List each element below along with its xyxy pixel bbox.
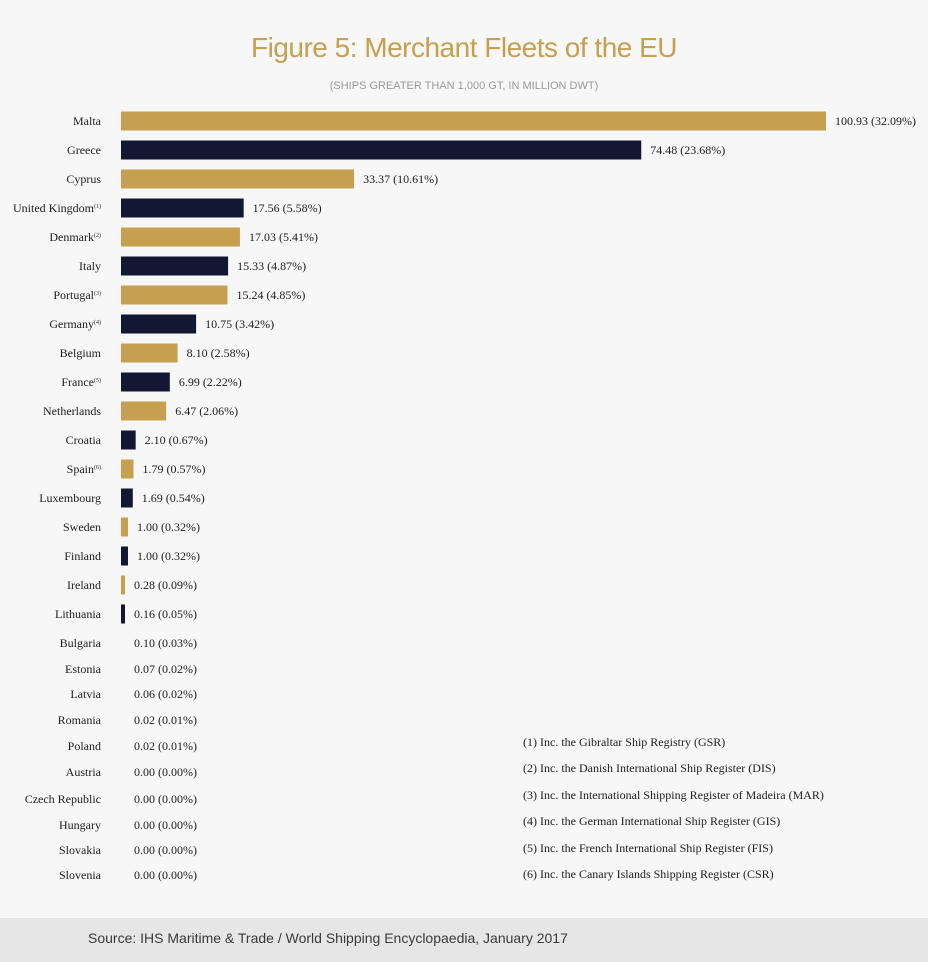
bar-lithuania bbox=[121, 604, 125, 624]
category-label-united-kingdom: United Kingdom(1) bbox=[13, 201, 101, 215]
category-label-germany: Germany(4) bbox=[49, 317, 101, 331]
footnote-1: (1) Inc. the Gibraltar Ship Registry (GS… bbox=[523, 735, 725, 749]
category-label-austria: Austria bbox=[66, 765, 102, 779]
category-label-bulgaria: Bulgaria bbox=[60, 636, 102, 650]
value-label-poland: 0.02 (0.01%) bbox=[134, 739, 197, 753]
bar-greece bbox=[121, 140, 642, 160]
bar-germany bbox=[121, 314, 197, 334]
category-label-netherlands: Netherlands bbox=[43, 404, 101, 418]
footnote-5: (5) Inc. the French International Ship R… bbox=[523, 841, 773, 855]
category-label-spain: Spain(6) bbox=[67, 462, 101, 476]
footnote-3: (3) Inc. the International Shipping Regi… bbox=[523, 788, 824, 802]
footnote-4: (4) Inc. the German International Ship R… bbox=[523, 814, 780, 828]
value-label-italy: 15.33 (4.87%) bbox=[237, 259, 306, 273]
category-label-ireland: Ireland bbox=[67, 578, 101, 592]
value-label-belgium: 8.10 (2.58%) bbox=[187, 346, 250, 360]
bar-france bbox=[121, 372, 170, 392]
category-label-romania: Romania bbox=[58, 713, 102, 727]
category-label-finland: Finland bbox=[64, 549, 101, 563]
value-label-cyprus: 33.37 (10.61%) bbox=[363, 172, 438, 186]
value-label-romania: 0.02 (0.01%) bbox=[134, 713, 197, 727]
value-label-greece: 74.48 (23.68%) bbox=[650, 143, 725, 157]
bar-malta bbox=[121, 111, 826, 131]
value-label-croatia: 2.10 (0.67%) bbox=[145, 433, 208, 447]
value-label-finland: 1.00 (0.32%) bbox=[137, 549, 200, 563]
bar-spain bbox=[121, 459, 134, 479]
bar-denmark bbox=[121, 227, 240, 247]
bar-sweden bbox=[121, 517, 128, 537]
value-label-slovenia: 0.00 (0.00%) bbox=[134, 868, 197, 882]
value-label-netherlands: 6.47 (2.06%) bbox=[175, 404, 238, 418]
category-label-france: France(5) bbox=[61, 375, 101, 389]
category-label-latvia: Latvia bbox=[70, 687, 101, 701]
footnote-2: (2) Inc. the Danish International Ship R… bbox=[523, 761, 776, 775]
value-label-ireland: 0.28 (0.09%) bbox=[134, 578, 197, 592]
value-label-estonia: 0.07 (0.02%) bbox=[134, 662, 197, 676]
bar-belgium bbox=[121, 343, 178, 363]
value-label-spain: 1.79 (0.57%) bbox=[143, 462, 206, 476]
category-label-denmark: Denmark(2) bbox=[49, 230, 101, 244]
category-label-belgium: Belgium bbox=[60, 346, 102, 360]
bar-chart: Malta 100.93 (32.09%) Greece 74.48 (23.68%)… bbox=[13, 111, 916, 882]
source-text: Source: IHS Maritime & Trade / World Shi… bbox=[88, 930, 568, 946]
category-label-sweden: Sweden bbox=[63, 520, 101, 534]
category-label-lithuania: Lithuania bbox=[55, 607, 102, 621]
value-label-malta: 100.93 (32.09%) bbox=[835, 114, 916, 128]
category-label-estonia: Estonia bbox=[65, 662, 102, 676]
chart-subtitle: (SHIPS GREATER THAN 1,000 GT, IN MILLION… bbox=[329, 80, 599, 92]
value-label-denmark: 17.03 (5.41%) bbox=[249, 230, 318, 244]
bar-portugal bbox=[121, 285, 228, 305]
category-label-hungary: Hungary bbox=[59, 818, 101, 832]
value-label-slovakia: 0.00 (0.00%) bbox=[134, 843, 197, 857]
bar-netherlands bbox=[121, 401, 167, 421]
value-label-austria: 0.00 (0.00%) bbox=[134, 765, 197, 779]
category-label-croatia: Croatia bbox=[66, 433, 102, 447]
category-label-italy: Italy bbox=[79, 259, 101, 273]
value-label-sweden: 1.00 (0.32%) bbox=[137, 520, 200, 534]
value-label-france: 6.99 (2.22%) bbox=[179, 375, 242, 389]
category-label-cyprus: Cyprus bbox=[66, 172, 101, 186]
bar-italy bbox=[121, 256, 229, 276]
value-label-germany: 10.75 (3.42%) bbox=[205, 317, 274, 331]
value-label-hungary: 0.00 (0.00%) bbox=[134, 818, 197, 832]
bar-ireland bbox=[121, 575, 125, 595]
value-label-lithuania: 0.16 (0.05%) bbox=[134, 607, 197, 621]
bar-cyprus bbox=[121, 169, 355, 189]
category-label-greece: Greece bbox=[67, 143, 101, 157]
value-label-portugal: 15.24 (4.85%) bbox=[236, 288, 305, 302]
chart-title: Figure 5: Merchant Fleets of the EU bbox=[250, 32, 678, 63]
category-label-portugal: Portugal(3) bbox=[53, 288, 101, 302]
category-label-poland: Poland bbox=[68, 739, 101, 753]
bar-finland bbox=[121, 546, 128, 566]
category-label-slovakia: Slovakia bbox=[59, 843, 102, 857]
category-label-luxembourg: Luxembourg bbox=[39, 491, 101, 505]
source-footer: Source: IHS Maritime & Trade / World Shi… bbox=[0, 918, 928, 962]
bar-united-kingdom bbox=[121, 198, 244, 218]
category-label-czech-republic: Czech Republic bbox=[25, 792, 101, 806]
value-label-czech-republic: 0.00 (0.00%) bbox=[134, 792, 197, 806]
value-label-latvia: 0.06 (0.02%) bbox=[134, 687, 197, 701]
footnote-6: (6) Inc. the Canary Islands Shipping Reg… bbox=[523, 867, 774, 881]
category-label-slovenia: Slovenia bbox=[59, 868, 102, 882]
bar-luxembourg bbox=[121, 488, 133, 508]
bar-croatia bbox=[121, 430, 136, 450]
category-label-malta: Malta bbox=[73, 114, 102, 128]
value-label-luxembourg: 1.69 (0.54%) bbox=[142, 491, 205, 505]
value-label-united-kingdom: 17.56 (5.58%) bbox=[253, 201, 322, 215]
value-label-bulgaria: 0.10 (0.03%) bbox=[134, 636, 197, 650]
